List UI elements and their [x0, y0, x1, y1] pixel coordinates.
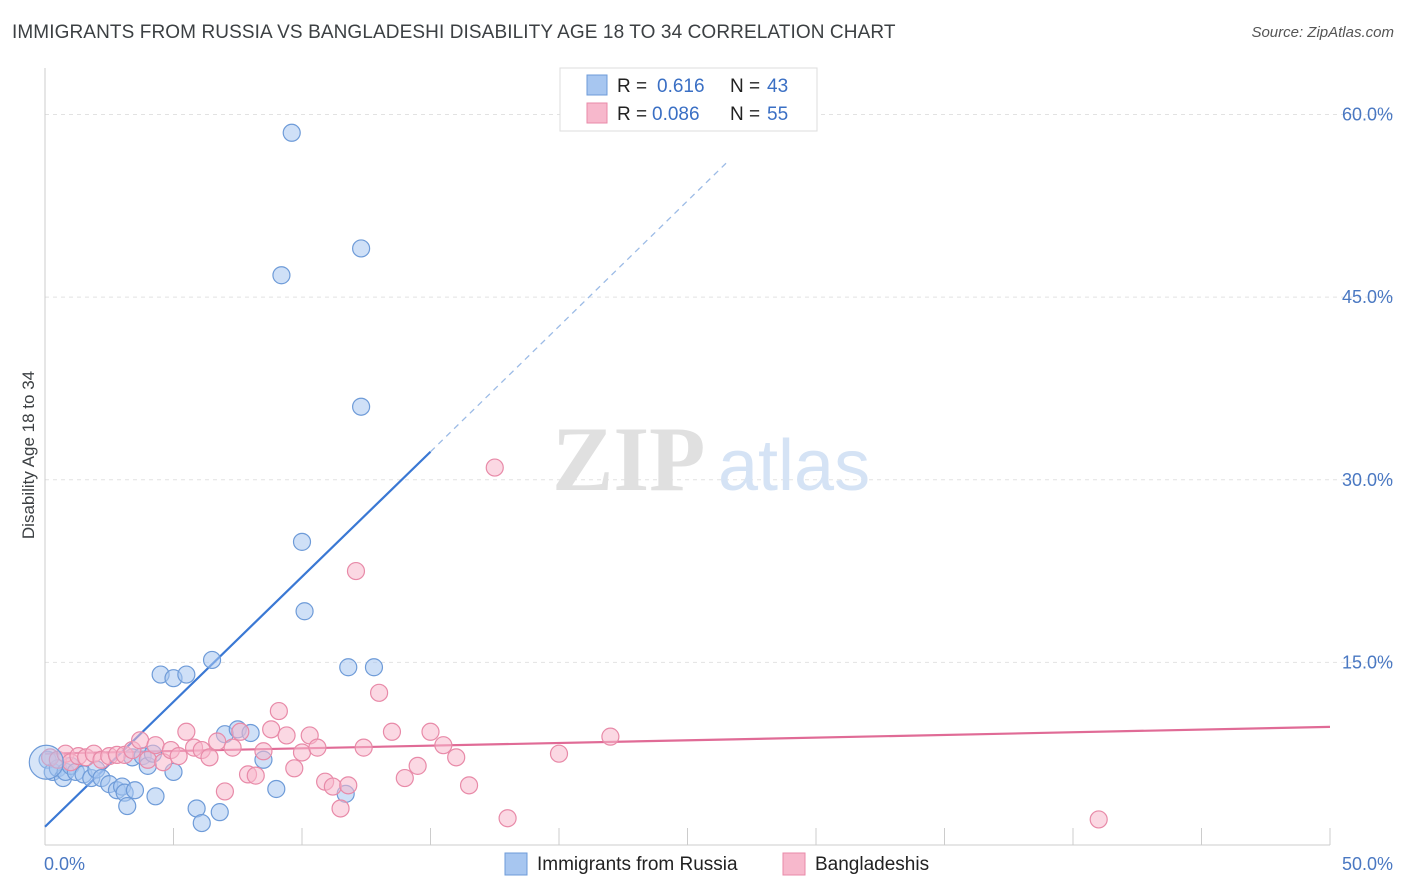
point-russia [146, 787, 165, 806]
point-bangladeshi [459, 776, 479, 795]
point-bangladeshi [292, 743, 312, 762]
point-bangladeshi [434, 736, 453, 755]
y-axis-label: Disability Age 18 to 34 [19, 371, 38, 539]
point-russia [210, 803, 229, 822]
trend-line-russia-extension [430, 162, 727, 453]
point-bangladeshi [485, 458, 504, 477]
legend-n-value-bangladeshi: 55 [767, 104, 788, 125]
point-bangladeshi [285, 759, 304, 778]
x-tick-label-max: 50.0% [1342, 854, 1393, 874]
point-bangladeshi [395, 768, 414, 788]
legend-n-label-bangladeshi: N = [730, 104, 760, 125]
x-tick-label-min: 0.0% [44, 854, 85, 874]
bottom-legend-label-russia: Immigrants from Russia [537, 854, 738, 875]
point-bangladeshi [146, 736, 165, 755]
y-tick-labels: 15.0% 30.0% 45.0% 60.0% [1342, 105, 1393, 673]
point-russia [125, 781, 145, 800]
point-bangladeshi [277, 726, 296, 745]
bottom-legend-swatch-bangladeshi [782, 852, 806, 876]
point-bangladeshi [331, 799, 350, 818]
point-russia [267, 779, 286, 799]
point-russia [292, 532, 312, 551]
legend-r-value-bangladeshi: 0.086 [652, 104, 700, 125]
point-bangladeshi [339, 776, 358, 795]
point-bangladeshi [215, 782, 234, 801]
point-bangladeshi [370, 683, 389, 702]
point-russia [295, 602, 314, 621]
point-russia [272, 266, 291, 285]
x-ticks [173, 828, 1331, 845]
point-bangladeshi [246, 766, 265, 785]
gridlines [45, 114, 1395, 663]
point-bangladeshi [447, 748, 466, 767]
watermark: ZIP atlas [552, 408, 870, 510]
watermark-atlas: atlas [718, 426, 870, 506]
point-bangladeshi [223, 738, 242, 757]
point-russia [364, 658, 384, 677]
point-bangladeshi [382, 722, 402, 741]
point-russia [202, 650, 222, 670]
legend-swatch-russia [586, 74, 608, 96]
y-tick-label: 60.0% [1342, 105, 1393, 125]
point-russia-cluster [28, 744, 64, 780]
point-bangladeshi [408, 756, 427, 775]
point-bangladeshi [130, 731, 150, 750]
legend-n-value-russia: 43 [767, 76, 788, 97]
point-bangladeshi [231, 722, 250, 741]
data-points [28, 123, 1108, 833]
point-bangladeshi [169, 747, 188, 766]
bottom-legend: Immigrants from Russia Bangladeshis [504, 852, 929, 876]
legend-r-label-russia: R = [617, 76, 647, 97]
point-bangladeshi [200, 748, 219, 767]
point-bangladeshi [421, 722, 440, 741]
watermark-zip: ZIP [552, 408, 705, 510]
point-russia [177, 665, 196, 684]
point-russia [118, 796, 137, 816]
legend-swatch-bangladeshi [586, 102, 608, 124]
point-bangladeshi [354, 738, 373, 757]
point-bangladeshi [1089, 810, 1108, 829]
y-tick-label: 45.0% [1342, 287, 1393, 307]
legend-box: R = 0.616 N = 43 R = 0.086 N = 55 [559, 67, 818, 132]
y-tick-label: 15.0% [1342, 652, 1393, 672]
point-bangladeshi [208, 732, 227, 751]
point-russia [352, 239, 371, 258]
point-bangladeshi [498, 809, 517, 828]
point-bangladeshi [346, 561, 366, 581]
point-bangladeshi [323, 777, 342, 796]
point-russia [339, 658, 358, 677]
point-bangladeshi [601, 727, 620, 746]
y-tick-label: 30.0% [1342, 470, 1393, 490]
point-bangladeshi [177, 722, 196, 741]
point-bangladeshi [549, 744, 569, 763]
bottom-legend-swatch-russia [504, 852, 528, 876]
chart-title: IMMIGRANTS FROM RUSSIA VS BANGLADESHI DI… [12, 22, 896, 43]
point-bangladeshi [254, 742, 273, 761]
point-russia [352, 397, 371, 416]
point-russia [192, 813, 211, 833]
point-russia [282, 123, 301, 142]
legend-n-label-russia: N = [730, 76, 760, 97]
legend-r-label-bangladeshi: R = [617, 104, 647, 125]
point-bangladeshi [262, 720, 281, 739]
bottom-legend-label-bangladeshi: Bangladeshis [815, 854, 929, 875]
legend-r-value-russia: 0.616 [657, 76, 705, 97]
point-bangladeshi [269, 701, 288, 721]
point-bangladeshi [308, 738, 327, 757]
chart-source: Source: ZipAtlas.com [1251, 24, 1394, 41]
